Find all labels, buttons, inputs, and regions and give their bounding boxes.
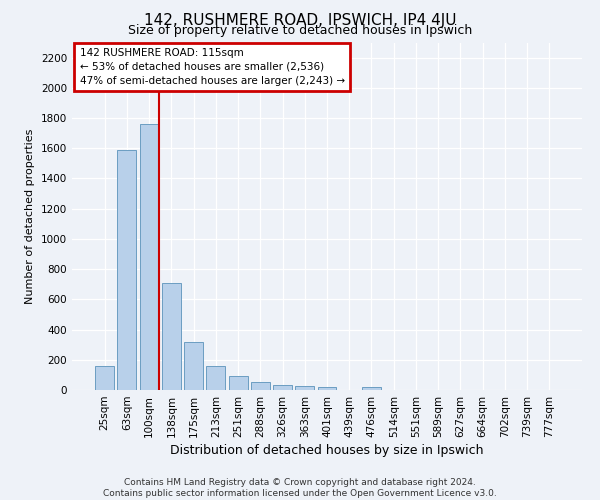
Bar	[295, 386, 314, 390]
Bar	[206, 366, 225, 390]
Bar	[273, 384, 292, 390]
Text: Contains HM Land Registry data © Crown copyright and database right 2024.
Contai: Contains HM Land Registry data © Crown c…	[103, 478, 497, 498]
Bar	[118, 150, 136, 390]
X-axis label: Distribution of detached houses by size in Ipswich: Distribution of detached houses by size …	[170, 444, 484, 457]
Bar	[140, 124, 158, 390]
Text: 142, RUSHMERE ROAD, IPSWICH, IP4 4JU: 142, RUSHMERE ROAD, IPSWICH, IP4 4JU	[144, 12, 456, 28]
Bar	[317, 387, 337, 390]
Y-axis label: Number of detached properties: Number of detached properties	[25, 128, 35, 304]
Bar	[362, 387, 381, 390]
Bar	[162, 282, 181, 390]
Bar	[95, 366, 114, 390]
Bar	[251, 382, 270, 390]
Text: Size of property relative to detached houses in Ipswich: Size of property relative to detached ho…	[128, 24, 472, 37]
Text: 142 RUSHMERE ROAD: 115sqm
← 53% of detached houses are smaller (2,536)
47% of se: 142 RUSHMERE ROAD: 115sqm ← 53% of detac…	[80, 48, 345, 86]
Bar	[184, 342, 203, 390]
Bar	[229, 376, 248, 390]
